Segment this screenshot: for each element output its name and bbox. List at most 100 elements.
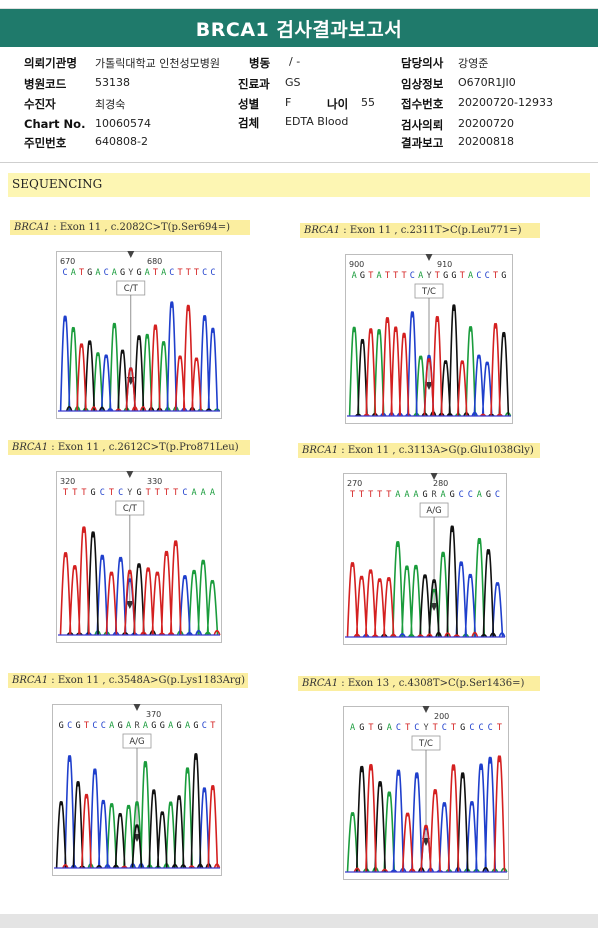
base-call: T — [433, 723, 438, 733]
base-call: C — [169, 268, 174, 278]
base-call: A — [145, 268, 150, 278]
patient-value: 최경숙 — [95, 98, 126, 111]
trace-t — [59, 526, 221, 636]
base-call: A — [201, 488, 206, 498]
clinical-info-value: O670R1JI0 — [458, 76, 516, 89]
position-label: 900 — [349, 260, 364, 269]
base-call: G — [193, 721, 198, 731]
base-call: T — [173, 488, 178, 498]
trace-t — [76, 304, 202, 412]
base-call: T — [377, 490, 382, 500]
arrow-down-icon — [422, 706, 430, 713]
gene-name: BRCA1 — [302, 445, 339, 456]
base-call: T — [210, 721, 215, 731]
base-call: A — [387, 723, 392, 733]
position-label: 270 — [347, 479, 362, 488]
base-call: C — [118, 488, 123, 498]
base-call: Y — [128, 268, 133, 278]
genotype-call: T/C — [421, 287, 436, 297]
receipt-label: 접수번호 — [401, 97, 444, 111]
base-call: G — [359, 723, 364, 733]
gene-name: BRCA1 — [304, 225, 341, 236]
base-call: T — [368, 271, 373, 281]
report-header: BRCA1 검사결과보고서 — [0, 9, 598, 47]
hospital-code-label: 병원코드 — [24, 77, 67, 91]
base-call: A — [377, 271, 382, 281]
base-call: A — [210, 488, 215, 498]
base-call: A — [395, 490, 400, 500]
variant-caption-6: BRCA1 : Exon 13 , c.4308T>C(p.Ser1436=) — [298, 676, 540, 691]
variant-caption-1: BRCA1 : Exon 11 , c.2082C>T(p.Ser694=) — [10, 220, 250, 235]
trace-t — [346, 562, 479, 638]
chromatogram-3: 320 330 T T T G C T C Y G T T T T C A A A C/T — [56, 471, 222, 643]
base-call: C — [459, 490, 464, 500]
base-call: Y — [127, 488, 132, 498]
variant-caption-2: BRCA1 : Exon 11 , c.2311T>C(p.Leu771=) — [300, 223, 540, 238]
gene-name: BRCA1 — [12, 442, 49, 453]
ward-value: / - — [289, 55, 301, 68]
base-call: G — [486, 490, 491, 500]
position-label: 910 — [437, 260, 452, 269]
chromatogram-4: 270 280 T T T T T A A A G R A G C C A G C A/G — [343, 473, 507, 645]
base-call: T — [405, 723, 410, 733]
base-call: C — [202, 268, 207, 278]
receipt-value: 20200720-12933 — [458, 96, 553, 109]
base-call: T — [81, 488, 86, 498]
base-call: T — [109, 488, 114, 498]
base-call: T — [393, 271, 398, 281]
variant-desc: : Exon 11 , c.3113A>G(p.Glu1038Gly) — [338, 445, 534, 456]
base-call: G — [451, 271, 456, 281]
base-call: C — [478, 723, 483, 733]
report-date-value: 20200818 — [458, 135, 514, 148]
age-value: 55 — [361, 96, 375, 109]
chromatogram-frame — [343, 473, 507, 645]
sex-value: F — [285, 96, 292, 109]
genotype-call: A/G — [426, 506, 441, 516]
position-label: 680 — [147, 257, 162, 266]
institution-value: 가톨릭대학교 인천성모병원 — [95, 57, 220, 70]
specimen-value: EDTA Blood — [285, 115, 349, 128]
base-call: A — [185, 721, 190, 731]
position-label: 320 — [60, 477, 75, 486]
base-call: C — [210, 268, 215, 278]
base-call: C — [410, 271, 415, 281]
base-call: T — [186, 268, 191, 278]
base-call: C — [495, 490, 500, 500]
base-call: G — [91, 488, 96, 498]
institution-label: 의뢰기관명 — [24, 56, 77, 70]
chromatogram-6: 200 A G T G A C T C Y T C T G C C C T T/C — [343, 706, 509, 880]
base-call: G — [460, 723, 465, 733]
variant-caption-3: BRCA1 : Exon 11 , c.2612C>T(p.Pro871Leu) — [8, 440, 250, 455]
base-call: A — [441, 490, 446, 500]
position-label: 370 — [146, 710, 161, 719]
age-label: 나이 — [327, 97, 349, 111]
arrow-down-icon — [125, 601, 134, 609]
base-call: A — [71, 268, 76, 278]
arrow-down-icon — [133, 704, 141, 711]
base-call: T — [359, 490, 364, 500]
arrow-down-icon — [425, 254, 433, 261]
base-call: C — [468, 490, 473, 500]
patient-label: 수진자 — [24, 97, 56, 111]
variant-caption-5: BRCA1 : Exon 11 , c.3548A>G(p.Lys1183Arg… — [8, 673, 248, 688]
gene-name: BRCA1 — [12, 675, 49, 686]
doctor-label: 담당의사 — [401, 56, 444, 70]
base-call: G — [59, 721, 64, 731]
base-call: A — [413, 490, 418, 500]
base-call: C — [414, 723, 419, 733]
trace-g — [55, 753, 212, 869]
base-call: R — [134, 721, 140, 731]
base-call: G — [160, 721, 165, 731]
base-call: G — [378, 723, 383, 733]
arrow-down-icon — [126, 471, 134, 478]
position-label: 280 — [433, 479, 448, 488]
base-call: C — [469, 723, 474, 733]
base-call: T — [368, 490, 373, 500]
base-call: A — [95, 268, 100, 278]
base-call: T — [386, 490, 391, 500]
top-border — [0, 0, 598, 9]
